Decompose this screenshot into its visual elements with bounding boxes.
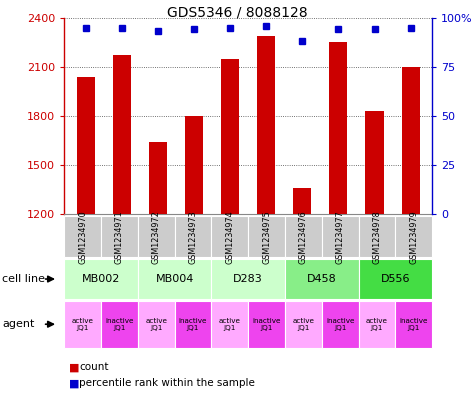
Bar: [329, 42, 347, 214]
Text: GSM1234976: GSM1234976: [299, 210, 308, 264]
Text: inactive
JQ1: inactive JQ1: [179, 318, 207, 331]
Text: count: count: [79, 362, 109, 373]
Text: MB004: MB004: [155, 274, 194, 284]
Bar: [365, 111, 383, 214]
Bar: [185, 116, 203, 214]
Text: GDS5346 / 8088128: GDS5346 / 8088128: [167, 6, 308, 20]
Text: GSM1234978: GSM1234978: [372, 210, 381, 264]
Text: GSM1234973: GSM1234973: [189, 210, 198, 264]
Text: GSM1234979: GSM1234979: [409, 210, 418, 264]
Text: agent: agent: [2, 319, 35, 329]
Text: inactive
JQ1: inactive JQ1: [105, 318, 133, 331]
Bar: [401, 67, 419, 214]
Bar: [221, 59, 239, 214]
Text: ■: ■: [69, 378, 79, 388]
Text: inactive
JQ1: inactive JQ1: [326, 318, 354, 331]
Text: D458: D458: [307, 274, 337, 284]
Bar: [257, 36, 275, 214]
Text: active
JQ1: active JQ1: [72, 318, 94, 331]
Text: GSM1234972: GSM1234972: [152, 210, 161, 264]
Bar: [149, 142, 167, 214]
Text: D283: D283: [233, 274, 263, 284]
Text: MB002: MB002: [82, 274, 120, 284]
Text: active
JQ1: active JQ1: [366, 318, 388, 331]
Bar: [77, 77, 95, 214]
Text: ■: ■: [69, 362, 79, 373]
Text: GSM1234974: GSM1234974: [225, 210, 234, 264]
Text: GSM1234975: GSM1234975: [262, 210, 271, 264]
Text: cell line: cell line: [2, 274, 46, 284]
Text: GSM1234970: GSM1234970: [78, 210, 87, 264]
Text: D556: D556: [380, 274, 410, 284]
Text: active
JQ1: active JQ1: [145, 318, 167, 331]
Text: active
JQ1: active JQ1: [293, 318, 314, 331]
Bar: [113, 55, 131, 214]
Text: percentile rank within the sample: percentile rank within the sample: [79, 378, 255, 388]
Text: GSM1234971: GSM1234971: [115, 210, 124, 264]
Text: GSM1234977: GSM1234977: [336, 210, 345, 264]
Text: active
JQ1: active JQ1: [219, 318, 241, 331]
Text: inactive
JQ1: inactive JQ1: [252, 318, 281, 331]
Bar: [293, 188, 311, 214]
Text: inactive
JQ1: inactive JQ1: [399, 318, 428, 331]
